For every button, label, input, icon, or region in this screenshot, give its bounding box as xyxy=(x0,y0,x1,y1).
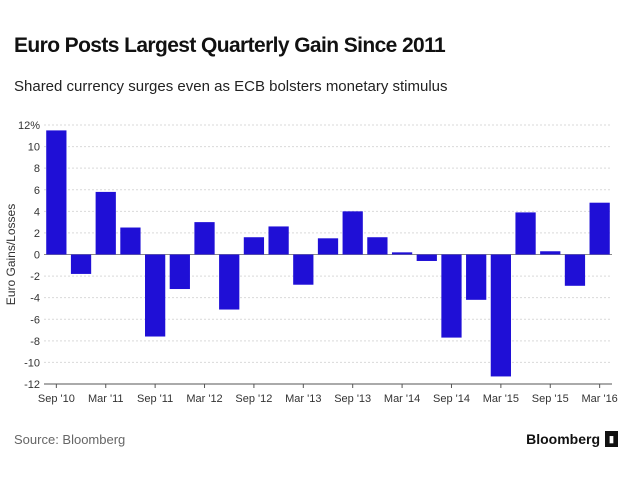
bar xyxy=(194,222,215,255)
y-tick-label: 12% xyxy=(18,120,40,132)
y-tick-label: -6 xyxy=(30,314,40,326)
x-tick-label: Sep '15 xyxy=(532,393,569,405)
bar xyxy=(95,191,116,255)
bar xyxy=(268,226,289,255)
bar xyxy=(317,238,339,255)
chart-title: Euro Posts Largest Quarterly Gain Since … xyxy=(14,34,446,57)
y-tick-label: -4 xyxy=(30,293,40,305)
x-tick-label: Mar '11 xyxy=(88,393,124,405)
bar xyxy=(564,254,586,286)
bar xyxy=(219,254,240,310)
x-tick-label: Mar '16 xyxy=(581,393,617,405)
bar xyxy=(120,227,141,255)
bar xyxy=(145,254,166,337)
bar xyxy=(169,254,190,290)
y-tick-label: 10 xyxy=(28,142,40,154)
bar xyxy=(589,202,610,255)
brand-mark-icon: ▮ xyxy=(605,431,618,447)
bar xyxy=(515,212,536,255)
x-tick-label: Sep '10 xyxy=(38,393,75,405)
x-tick-label: Mar '15 xyxy=(483,393,519,405)
bar xyxy=(70,254,92,274)
x-tick-label: Sep '14 xyxy=(433,393,470,405)
x-tick-label: Sep '12 xyxy=(235,393,272,405)
bar xyxy=(391,252,413,255)
x-tick-label: Sep '11 xyxy=(137,393,173,405)
y-tick-label: 2 xyxy=(34,228,40,240)
chart-subtitle: Shared currency surges even as ECB bolst… xyxy=(14,78,448,95)
x-tick-label: Sep '13 xyxy=(334,393,371,405)
y-tick-label: -10 xyxy=(24,357,40,369)
y-tick-label: -2 xyxy=(30,271,40,283)
x-tick-label: Mar '12 xyxy=(186,393,222,405)
bar xyxy=(540,251,561,255)
y-tick-label: 6 xyxy=(34,185,40,197)
y-tick-label: 4 xyxy=(34,206,40,218)
y-tick-label: 8 xyxy=(34,163,40,175)
bar xyxy=(243,237,265,255)
bar xyxy=(490,254,511,377)
y-tick-label: -8 xyxy=(30,336,40,348)
brand-logo: Bloomberg xyxy=(526,431,600,447)
bar xyxy=(466,254,487,300)
bar xyxy=(342,211,363,255)
source-note: Source: Bloomberg xyxy=(14,432,126,447)
y-tick-label: -12 xyxy=(24,379,40,391)
x-tick-label: Mar '13 xyxy=(285,393,321,405)
y-axis-label: Euro Gains/Losses xyxy=(4,204,18,305)
bar xyxy=(441,254,462,338)
y-tick-label: 0 xyxy=(34,250,40,262)
bar xyxy=(367,237,388,255)
bar xyxy=(293,254,314,285)
bar xyxy=(46,130,67,255)
bar xyxy=(416,254,437,261)
x-tick-label: Mar '14 xyxy=(384,393,420,405)
